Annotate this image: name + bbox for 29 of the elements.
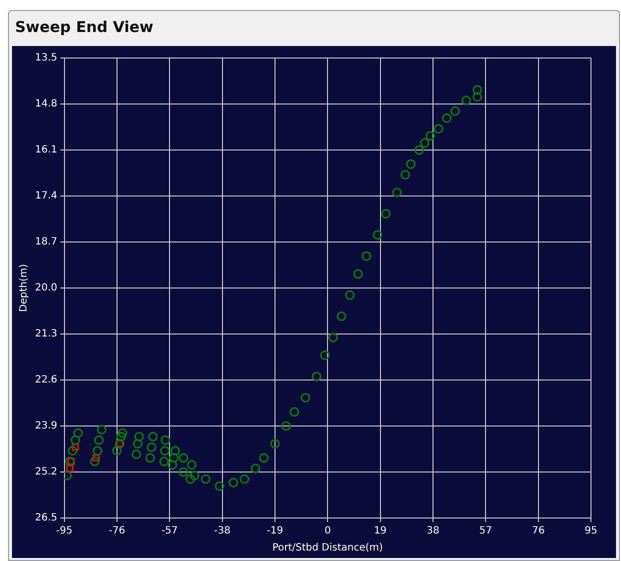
- y-tick-label: 26.5: [35, 512, 58, 524]
- x-tick-label: -76: [108, 526, 126, 537]
- y-tick-label: 16.1: [35, 144, 58, 156]
- x-axis-title: Port/Stbd Distance(m): [272, 542, 384, 554]
- x-tick-label: 76: [532, 526, 545, 537]
- y-tick-label: 21.3: [35, 328, 58, 340]
- y-tick-label: 22.6: [35, 374, 58, 386]
- y-axis-title: Depth(m): [18, 264, 30, 312]
- point: [68, 458, 75, 465]
- y-tick-label: 23.9: [35, 420, 58, 432]
- y-tick-label: 14.8: [35, 98, 58, 110]
- x-tick-label: -38: [214, 526, 230, 537]
- point: [92, 454, 100, 462]
- x-tick-label: 38: [426, 526, 440, 537]
- x-tick-label: -57: [161, 526, 178, 537]
- chart-title: Sweep End View: [15, 18, 154, 36]
- x-tick-label: 95: [584, 526, 598, 537]
- point: [66, 464, 74, 472]
- x-tick-label: 19: [374, 526, 387, 537]
- x-tick-label: 0: [324, 526, 331, 537]
- y-tick-label: 18.7: [35, 236, 58, 248]
- x-tick-label: 57: [479, 526, 492, 537]
- point: [72, 444, 79, 451]
- x-tick-label: -95: [56, 526, 72, 537]
- y-tick-label: 13.5: [35, 52, 58, 64]
- y-tick-label: 20.0: [35, 282, 58, 294]
- x-tick-label: -19: [266, 526, 284, 537]
- y-tick-label: 25.2: [35, 466, 58, 478]
- y-tick-label: 17.4: [35, 190, 58, 202]
